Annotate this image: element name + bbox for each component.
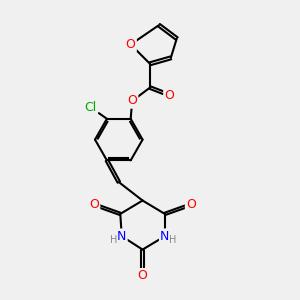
Text: H: H xyxy=(169,235,177,245)
Text: N: N xyxy=(160,230,170,243)
Text: N: N xyxy=(117,230,127,243)
Text: O: O xyxy=(186,199,196,212)
Text: O: O xyxy=(138,269,148,282)
Text: O: O xyxy=(127,94,137,107)
Text: O: O xyxy=(89,199,99,212)
Text: H: H xyxy=(110,235,117,245)
Text: O: O xyxy=(126,38,136,51)
Text: O: O xyxy=(164,88,174,101)
Text: Cl: Cl xyxy=(84,101,97,114)
